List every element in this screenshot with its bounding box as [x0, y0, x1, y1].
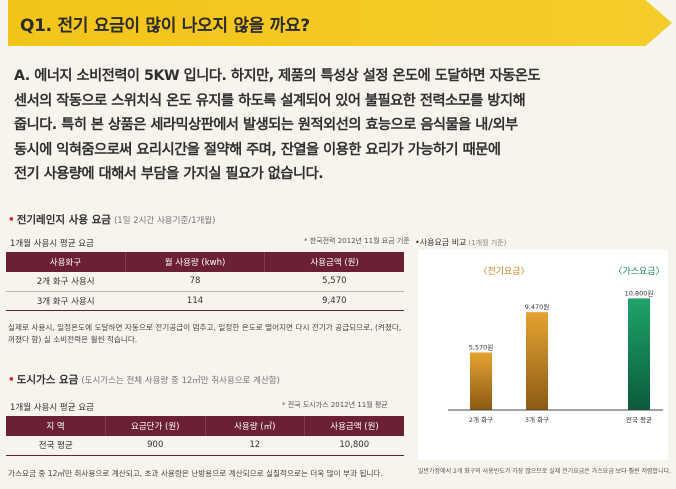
question-title: Q1. 전기 요금이 많이 나오지 않을 까요? [20, 16, 310, 36]
gas-table: 지 역 요금단가 (원) 사용량 (㎥) 사용금액 (원) 전국 평균 900 … [6, 416, 404, 456]
gas-footnote: 가스요금 중 12㎥만 취사용으로 계산되고, 초과 사용량은 난방용으로 계산… [8, 469, 383, 478]
gas-caption: 1개월 사용시 평균 요금 [10, 403, 94, 413]
gas-subtitle: (도시가스는 전체 사용량 중 12㎥만 취사용으로 계산함) [81, 376, 280, 386]
table-cell: 2개 화구 사용시 [6, 272, 126, 292]
table-cell: 5,570 [264, 272, 404, 292]
table-header: 지 역 [6, 416, 106, 436]
table-header: 사용량 (㎥) [205, 416, 305, 436]
table-cell: 900 [105, 436, 205, 456]
electric-section-title: • 전기레인지 사용 요금 (1일 2시간 사용기준/1개월) [8, 212, 216, 227]
chart-marks: 〈전기요금〉 〈가스요금〉 5,570원 2개 화구 9,470원 3개 화구 10,800… [448, 266, 665, 424]
chart-bar [470, 352, 492, 410]
table-cell: 12 [205, 436, 305, 456]
chart-title: 사용요금 비교 [419, 238, 467, 247]
electric-source: * 한국전력 2012년 11월 요금 기준 [304, 237, 410, 245]
chart-bar [628, 298, 650, 410]
table-row: 3개 화구 사용시 114 9,470 [6, 291, 404, 311]
table-cell: 3개 화구 사용시 [6, 291, 126, 311]
chart-subtitle: (1개월 기준) [468, 239, 507, 247]
chart-note: 일반가정에서 2개 화구의 사용빈도가 가장 많으므로 실제 전기요금은 가스요… [418, 468, 672, 475]
answer-line: 센서의 작동으로 스위치식 온도 유지를 하도록 설계되어 있어 불필요한 전력… [14, 92, 526, 109]
table-cell: 114 [125, 291, 265, 311]
chart-bullet-icon: • [415, 238, 420, 247]
chart-bar [526, 312, 548, 410]
table-row: 전국 평균 900 12 10,800 [6, 436, 404, 456]
table-cell: 78 [125, 272, 265, 292]
x-tick-label: 3개 화구 [525, 415, 549, 424]
table-header: 사용금액 (원) [264, 252, 404, 272]
bullet-icon: • [8, 214, 15, 226]
x-tick-label: 전국 평균 [626, 415, 652, 424]
electric-title: 전기레인지 사용 요금 [16, 214, 111, 226]
group-label: 〈가스요금〉 [613, 266, 664, 277]
gas-section-title: • 도시가스 요금 (도시가스는 전체 사용량 중 12㎥만 취사용으로 계산함) [8, 372, 280, 387]
answer-text: A. 에너지 소비전력이 5KW 입니다. 하지만, 제품의 특성상 설정 온도… [14, 64, 674, 187]
bar-value-label: 9,470원 [525, 302, 550, 311]
group-label: 〈전기요금〉 [478, 266, 529, 277]
comparison-chart: 〈전기요금〉 〈가스요금〉 5,570원 2개 화구 9,470원 3개 화구 10,800… [418, 250, 668, 460]
chart-title-row: •사용요금 비교 (1개월 기준) [415, 237, 506, 248]
table-cell: 전국 평균 [6, 436, 106, 456]
table-header: 사용금액 (원) [304, 416, 404, 436]
bar-value-label: 5,570원 [469, 342, 494, 351]
answer-line: 줍니다. 특히 본 상품은 세라믹상판에서 발생되는 원적외선의 효능으로 음식… [14, 117, 518, 133]
electric-table: 사용화구 월 사용량 (kwh) 사용금액 (원) 2개 화구 사용시 78 5… [6, 252, 404, 311]
table-header: 요금단가 (원) [105, 416, 206, 436]
bullet-icon: • [8, 374, 15, 386]
x-tick-label: 2개 화구 [469, 415, 493, 424]
table-header: 사용화구 [6, 252, 126, 272]
gas-source: * 전국 도시가스 2012년 11월 평균 [282, 401, 388, 409]
table-row: 2개 화구 사용시 78 5,570 [6, 272, 404, 292]
table-cell: 9,470 [264, 291, 404, 311]
table-cell: 10,800 [304, 436, 404, 456]
answer-line: 전기 사용량에 대해서 부담을 가지실 필요가 없습니다. [14, 166, 324, 182]
answer-line: A. 에너지 소비전력이 5KW 입니다. 하지만, 제품의 특성상 설정 온도… [14, 68, 541, 84]
bar-value-label: 10,800원 [625, 288, 654, 297]
electric-subtitle: (1일 2시간 사용기준/1개월) [113, 216, 216, 226]
electric-caption: 1개월 사용시 평균 요금 [10, 239, 94, 249]
answer-line: 동시에 익혀줌으로써 요리시간을 절약해 주며, 잔열을 이용한 요리가 가능하… [14, 141, 501, 158]
electric-note: 실제로 사용시, 일정온도에 도달하면 자동으로 전기공급이 멈추고, 일정한 … [8, 323, 402, 344]
table-header: 월 사용량 (kwh) [125, 252, 266, 272]
gas-title: 도시가스 요금 [16, 374, 79, 386]
question-banner [8, 0, 672, 46]
